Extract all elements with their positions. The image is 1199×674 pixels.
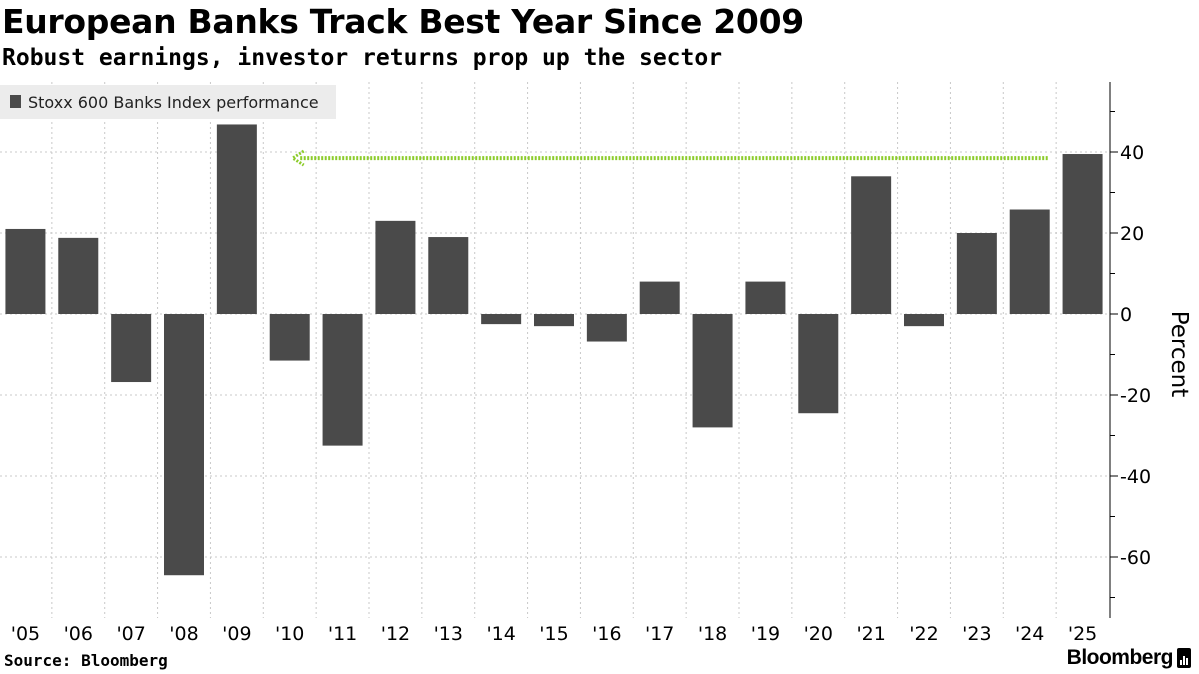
bar-17 (639, 281, 680, 314)
y-tick-label: 20 (1120, 223, 1144, 245)
x-tick-label: '13 (434, 623, 463, 645)
arrow-head (289, 149, 305, 167)
trend-arrow-annotation (289, 149, 1048, 167)
x-tick-label: '10 (275, 623, 304, 645)
x-tick-label: '23 (962, 623, 991, 645)
x-tick-label: '11 (328, 623, 357, 645)
bar-09 (216, 124, 257, 315)
y-tick-label: 40 (1120, 142, 1144, 164)
legend-label: Stoxx 600 Banks Index performance (28, 93, 319, 112)
bar-13 (428, 237, 469, 314)
bar-23 (956, 233, 997, 314)
x-tick-label: '18 (698, 623, 727, 645)
bar-11 (322, 314, 363, 446)
grid-lines (0, 82, 1110, 618)
bar-chart-icon (1177, 648, 1191, 668)
bar-25 (1062, 154, 1103, 314)
bar-05 (5, 228, 46, 314)
brand-wordmark: Bloomberg (1066, 646, 1174, 669)
bars (5, 124, 1103, 576)
x-tick-label: '16 (592, 623, 621, 645)
x-tick-label: '08 (169, 623, 198, 645)
source-note: Source: Bloomberg (4, 651, 168, 670)
bar-08 (164, 314, 204, 576)
x-tick-label: '20 (804, 623, 833, 645)
bar-18 (692, 314, 733, 428)
bar-19 (745, 281, 786, 314)
x-tick-label: '24 (1015, 623, 1044, 645)
legend-background (0, 85, 336, 119)
bar-21 (851, 176, 892, 314)
x-tick-label: '25 (1068, 623, 1097, 645)
bar-22 (904, 314, 944, 327)
legend: Stoxx 600 Banks Index performance (0, 85, 336, 119)
bar-10 (269, 314, 310, 361)
x-tick-label: '19 (751, 623, 780, 645)
bar-06 (58, 237, 99, 314)
y-axis-title: Percent (1166, 311, 1192, 398)
bar-12 (375, 220, 416, 314)
x-tick-label: '05 (11, 623, 40, 645)
x-tick-label: '06 (64, 623, 93, 645)
x-tick-label: '12 (381, 623, 410, 645)
bar-24 (1009, 209, 1050, 314)
chart-title: European Banks Track Best Year Since 200… (2, 2, 804, 41)
x-tick-label: '21 (856, 623, 885, 645)
x-axis-labels: '05 '06 '07 '08 '09 '10 '11 '12 '13 '14 '15 '16 '17 '… (11, 623, 1098, 645)
legend-swatch (10, 95, 21, 108)
y-tick-label: 0 (1120, 304, 1132, 326)
x-tick-label: '09 (222, 623, 251, 645)
bloomberg-logo: Bloomberg (1067, 646, 1191, 670)
bar-16 (586, 314, 627, 342)
x-tick-label: '17 (645, 623, 674, 645)
x-tick-label: '15 (539, 623, 568, 645)
y-tick-label: -40 (1120, 466, 1151, 488)
bar-20 (798, 314, 839, 414)
y-tick-label: -20 (1120, 385, 1151, 407)
y-axis: 40 20 0 -20 -40 -60 (1109, 82, 1151, 618)
x-tick-label: '14 (486, 623, 515, 645)
y-tick-label: -60 (1120, 547, 1151, 569)
chart-subtitle: Robust earnings, investor returns prop u… (2, 45, 723, 71)
x-tick-label: '07 (116, 623, 145, 645)
x-tick-label: '22 (909, 623, 938, 645)
bar-14 (481, 314, 522, 325)
bar-07 (111, 314, 152, 383)
bar-15 (534, 314, 574, 327)
